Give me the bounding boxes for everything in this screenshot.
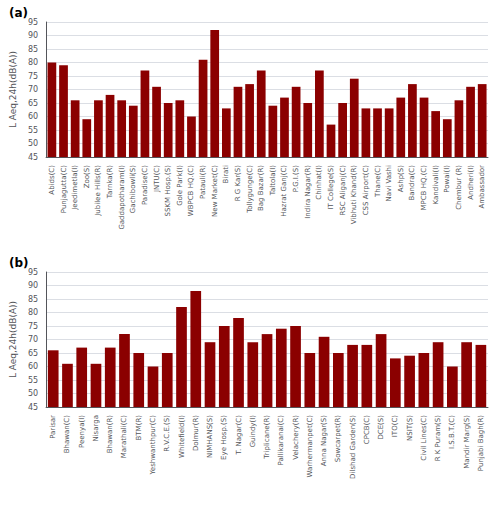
svg-text:Ashp(S): Ashp(S) <box>397 165 405 192</box>
svg-text:RSC Aliganj(C): RSC Aliganj(C) <box>339 165 347 216</box>
svg-text:90: 90 <box>28 281 38 290</box>
svg-text:85: 85 <box>28 45 38 54</box>
svg-text:IT College(S): IT College(S) <box>327 165 335 210</box>
svg-text:Ambassador: Ambassador <box>478 165 486 209</box>
svg-text:Tollygunge(C): Tollygunge(C) <box>246 165 254 214</box>
svg-text:Bandra(C): Bandra(C) <box>408 165 416 201</box>
svg-text:L Aeq,24h(dB(A)): L Aeq,24h(dB(A)) <box>8 301 18 378</box>
svg-text:Warhermanpet(C): Warhermanpet(C) <box>306 415 314 478</box>
svg-text:Jeedimetla(I): Jeedimetla(I) <box>71 165 79 211</box>
svg-text:Bhawan(R): Bhawan(R) <box>106 415 114 454</box>
svg-text:Hazrat Ganj(C): Hazrat Ganj(C) <box>280 165 288 217</box>
svg-text:Guindy(I): Guindy(I) <box>249 415 257 448</box>
svg-text:Birati: Birati <box>222 165 230 184</box>
svg-text:60: 60 <box>28 112 38 121</box>
svg-text:Velachery(R): Velachery(R) <box>292 415 300 460</box>
svg-text:Abids(C): Abids(C) <box>48 165 56 195</box>
svg-text:R.V.C.E.(S): R.V.C.E.(S) <box>163 415 171 452</box>
svg-text:95: 95 <box>28 268 38 277</box>
svg-text:Parisar: Parisar <box>49 415 57 439</box>
svg-text:Bag Bazar(R): Bag Bazar(R) <box>257 165 265 211</box>
svg-text:Peenya(I): Peenya(I) <box>78 415 86 448</box>
svg-text:Punjabi Bagh(R): Punjabi Bagh(R) <box>477 415 485 471</box>
svg-text:(b): (b) <box>9 256 29 270</box>
svg-text:Zoo(S): Zoo(S) <box>83 165 91 189</box>
svg-text:R G Kar(S): R G Kar(S) <box>234 165 242 202</box>
svg-text:Tarnka(R): Tarnka(R) <box>106 165 114 199</box>
svg-text:Powai(I): Powai(I) <box>443 165 451 193</box>
svg-text:Gole Park(I): Gole Park(I) <box>176 165 184 206</box>
svg-text:65: 65 <box>28 349 38 358</box>
svg-text:R K Puram(S): R K Puram(S) <box>434 415 442 462</box>
svg-text:Mandir Marg(S): Mandir Marg(S) <box>463 415 471 469</box>
svg-text:Dilshad Garden(S): Dilshad Garden(S) <box>349 415 357 479</box>
svg-text:Patauli(R): Patauli(R) <box>199 165 207 199</box>
svg-text:Jubilee Hills(R): Jubilee Hills(R) <box>94 165 102 217</box>
svg-text:Whitefield(I): Whitefield(I) <box>178 415 186 458</box>
svg-text:50: 50 <box>28 139 38 148</box>
svg-text:Gachibowli(S): Gachibowli(S) <box>129 165 137 213</box>
svg-text:Vibhuti Khand(R): Vibhuti Khand(R) <box>350 165 358 225</box>
svg-text:Sowcarpet(R): Sowcarpet(R) <box>334 415 342 463</box>
svg-text:Taltola(I): Taltola(I) <box>269 165 277 196</box>
svg-text:75: 75 <box>28 322 38 331</box>
svg-text:Indira Nagar(R): Indira Nagar(R) <box>304 165 312 219</box>
svg-text:CSS Airport(C): CSS Airport(C) <box>362 165 370 216</box>
svg-text:80: 80 <box>28 308 38 317</box>
svg-text:Dolmur(R): Dolmur(R) <box>192 415 200 451</box>
svg-text:T. Nagar(C): T. Nagar(C) <box>235 415 243 456</box>
svg-text:Yeshwanthpur(C): Yeshwanthpur(C) <box>149 415 157 476</box>
svg-text:NSIT(S): NSIT(S) <box>406 415 414 441</box>
svg-text:Gaddapotharam(I): Gaddapotharam(I) <box>118 165 126 230</box>
svg-text:Eye Hosp.(S): Eye Hosp.(S) <box>220 415 228 460</box>
svg-text:95: 95 <box>28 18 38 27</box>
svg-text:ITO(C): ITO(C) <box>391 415 399 437</box>
svg-text:MPCB HQ.(C): MPCB HQ.(C) <box>420 165 428 211</box>
svg-text:DCE(S): DCE(S) <box>377 415 385 440</box>
svg-text:WBPCB HQ.(C): WBPCB HQ.(C) <box>187 165 195 216</box>
svg-text:NIMHANS(S): NIMHANS(S) <box>206 415 214 458</box>
svg-text:SSKM Hosp.(S): SSKM Hosp.(S) <box>164 165 172 217</box>
svg-text:Nisarga: Nisarga <box>92 415 100 442</box>
svg-text:80: 80 <box>28 58 38 67</box>
svg-text:(a): (a) <box>9 6 28 20</box>
svg-text:Andheri(I): Andheri(I) <box>467 165 475 200</box>
svg-text:Bhawan(C): Bhawan(C) <box>63 415 71 454</box>
svg-text:45: 45 <box>28 403 38 412</box>
svg-text:Thane(C): Thane(C) <box>374 165 382 198</box>
svg-text:Chinhat(I): Chinhat(I) <box>315 165 323 200</box>
svg-text:CPCB(C): CPCB(C) <box>363 415 371 444</box>
svg-text:90: 90 <box>28 31 38 40</box>
svg-text:70: 70 <box>28 85 38 94</box>
svg-text:I.S.B.T.(C): I.S.B.T.(C) <box>448 415 456 449</box>
svg-text:65: 65 <box>28 99 38 108</box>
svg-text:75: 75 <box>28 72 38 81</box>
svg-text:55: 55 <box>28 376 38 385</box>
svg-text:85: 85 <box>28 295 38 304</box>
svg-text:Navi Vashi: Navi Vashi <box>385 165 393 201</box>
svg-text:L Aeq,24h(dB(A)): L Aeq,24h(dB(A)) <box>8 51 18 128</box>
svg-text:70: 70 <box>28 335 38 344</box>
svg-text:Punjagutta(C): Punjagutta(C) <box>60 165 68 213</box>
svg-text:JNTU(C): JNTU(C) <box>153 165 161 193</box>
svg-text:Kandivali(I): Kandivali(I) <box>432 165 440 205</box>
svg-text:Marathali(C): Marathali(C) <box>120 415 128 458</box>
svg-text:BTM(R): BTM(R) <box>135 415 143 441</box>
svg-text:Chembur (R): Chembur (R) <box>455 165 463 210</box>
svg-text:Triplicane(R): Triplicane(R) <box>263 415 271 460</box>
svg-text:45: 45 <box>28 153 38 162</box>
svg-text:50: 50 <box>28 389 38 398</box>
svg-text:55: 55 <box>28 126 38 135</box>
svg-text:P.G.I.(S): P.G.I.(S) <box>292 165 300 192</box>
svg-text:Paradise(C): Paradise(C) <box>141 165 149 205</box>
svg-text:60: 60 <box>28 362 38 371</box>
svg-text:Civil Lines(C): Civil Lines(C) <box>420 415 428 461</box>
svg-text:Anna Nagar(S): Anna Nagar(S) <box>320 415 328 466</box>
svg-text:Pallikaranai(C): Pallikaranai(C) <box>277 415 285 466</box>
svg-text:New Market(C): New Market(C) <box>211 165 219 217</box>
